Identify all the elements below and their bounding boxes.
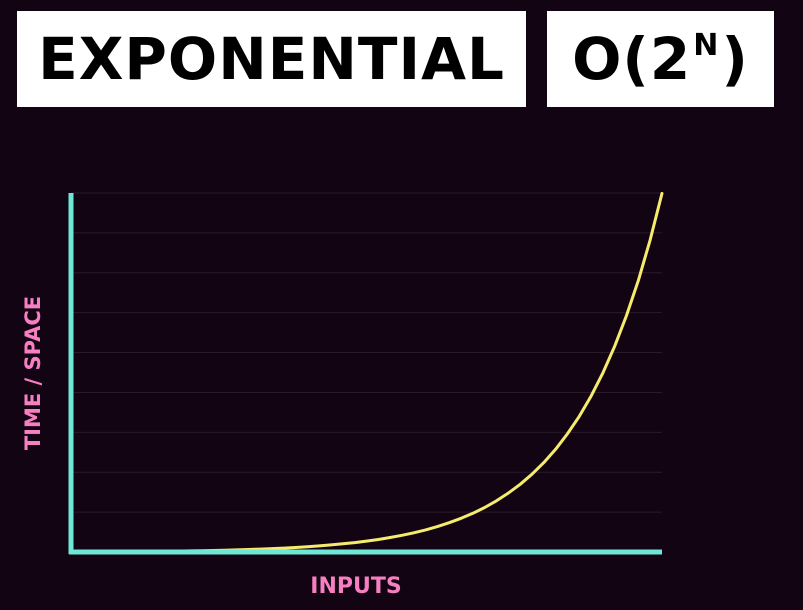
title-box: EXPONENTIAL (17, 11, 526, 107)
notation-superscript: N (693, 28, 720, 63)
notation-suffix: ) (721, 25, 749, 93)
notation-box: O(2N) (547, 11, 774, 107)
grid (71, 192, 662, 513)
y-axis-label: TIME / SPACE (21, 296, 45, 450)
big-o-notation: O(2N) (572, 30, 749, 88)
x-axis-label: INPUTS (310, 574, 401, 599)
notation-prefix: O(2 (572, 25, 692, 93)
series-line (69, 191, 664, 554)
page-title: EXPONENTIAL (38, 25, 505, 93)
